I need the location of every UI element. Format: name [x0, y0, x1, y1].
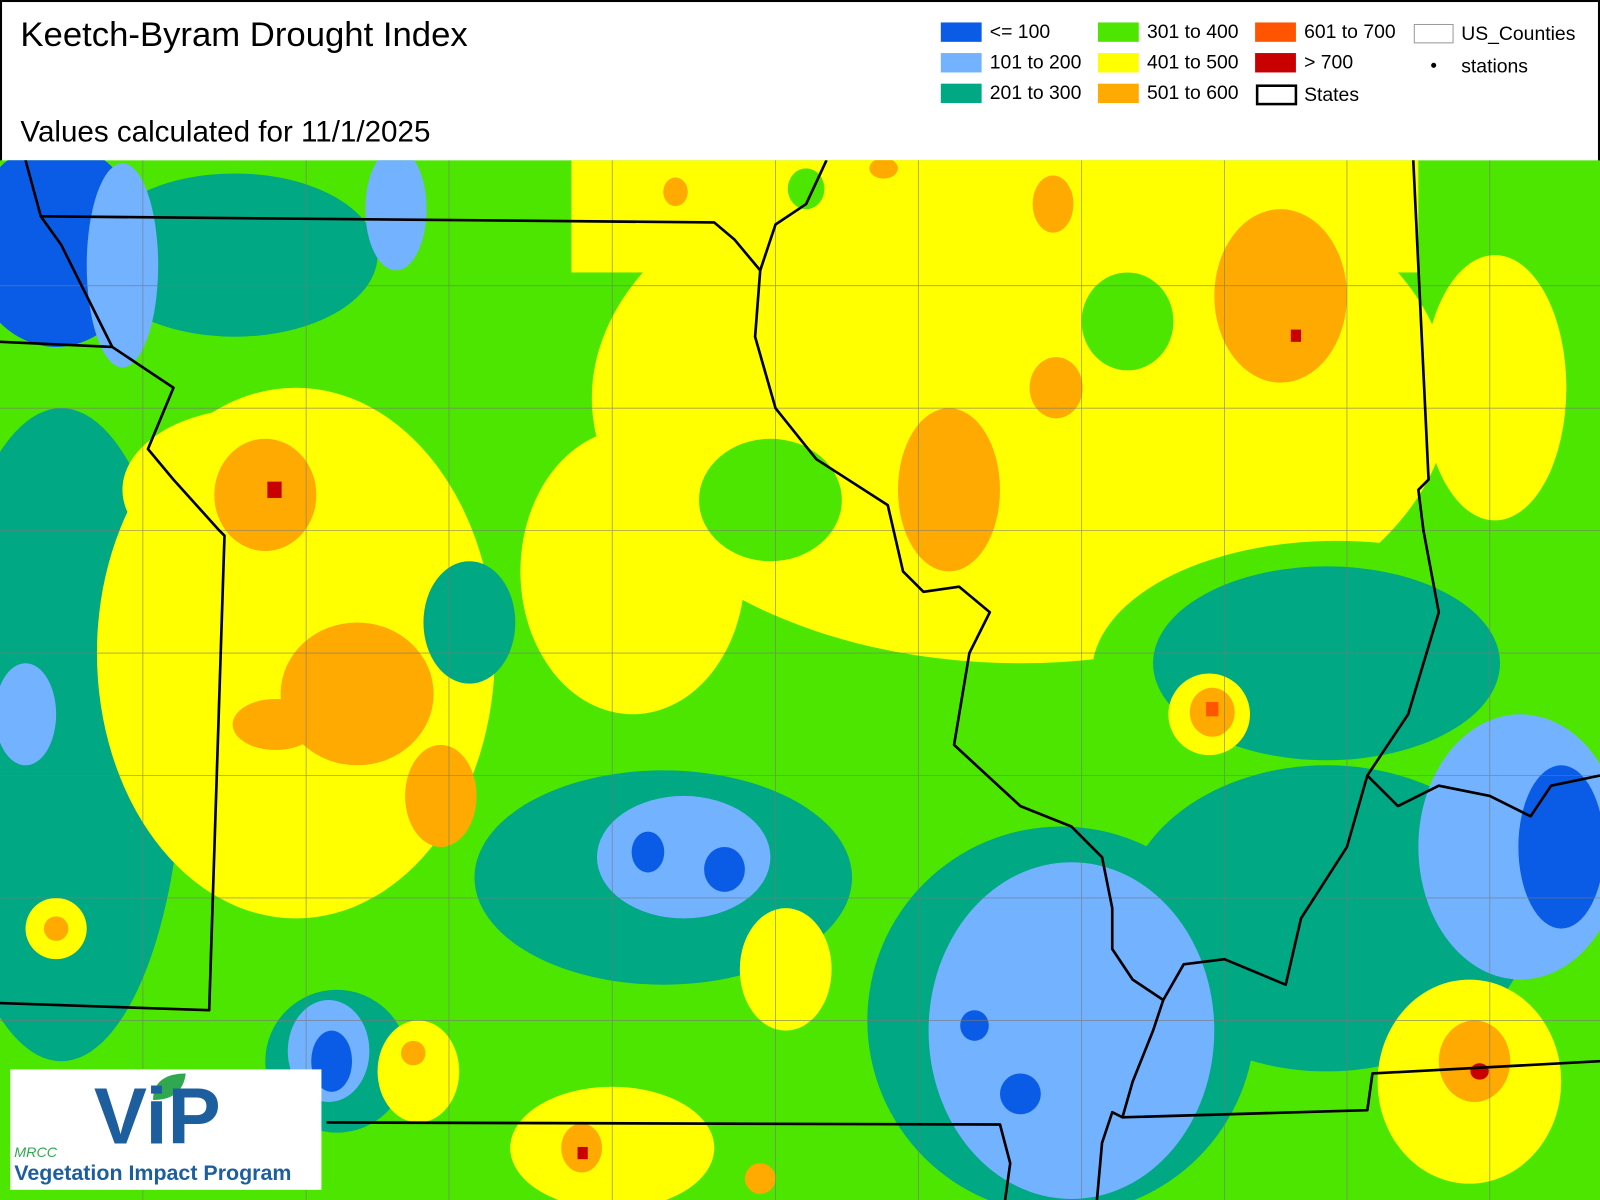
- legend-label: 101 to 200: [990, 51, 1082, 73]
- drought-zone: [663, 177, 688, 207]
- legend-label: 601 to 700: [1304, 21, 1396, 43]
- drought-zone: [739, 908, 832, 1031]
- drought-zone: [897, 408, 1000, 572]
- logo-leaf: [153, 1073, 186, 1100]
- legend-label: stations: [1461, 55, 1528, 77]
- drought-zone: [280, 622, 434, 766]
- legend-label: 301 to 400: [1147, 21, 1239, 43]
- drought-zone: [596, 795, 771, 919]
- drought-zone: [1290, 329, 1302, 342]
- legend-label: 201 to 300: [990, 82, 1082, 104]
- legend-label: 401 to 500: [1147, 51, 1239, 73]
- legend-swatch: [1413, 23, 1454, 44]
- state-boundaries: [0, 160, 1600, 1200]
- drought-zone: [1081, 272, 1174, 371]
- drought-zone: [377, 1020, 460, 1123]
- logo-tagline: Vegetation Impact Program: [14, 1161, 291, 1185]
- drought-zone: [401, 1040, 426, 1066]
- drought-zone: [577, 1146, 588, 1160]
- drought-zone: [86, 163, 159, 368]
- drought-zone: [214, 438, 317, 552]
- county-lines: [0, 160, 1600, 1200]
- drought-zone: [1470, 1063, 1489, 1080]
- drought-zone: [1029, 357, 1083, 419]
- legend: <= 100 101 to 200 201 to 300 301 to 400 …: [940, 21, 1575, 106]
- drought-zone: [232, 698, 319, 750]
- legend-swatch: [1255, 22, 1296, 42]
- legend-swatch: [1431, 62, 1437, 68]
- legend-label: > 700: [1304, 51, 1353, 73]
- drought-field: [0, 160, 1600, 1200]
- drought-zone: [0, 663, 57, 766]
- legend-swatch: [1097, 22, 1139, 42]
- legend-label: 501 to 600: [1147, 82, 1239, 104]
- drought-zone: [1214, 209, 1347, 383]
- legend-swatch: [1097, 83, 1139, 104]
- drought-zone: [869, 160, 898, 179]
- subtitle: Values calculated for 11/1/2025: [20, 115, 430, 148]
- drought-zone: [520, 428, 745, 715]
- drought-zone: [1032, 175, 1074, 233]
- drought-zone: [744, 1163, 776, 1194]
- drought-zone: [43, 916, 69, 941]
- drought-zone: [960, 1010, 989, 1041]
- legend-label: States: [1304, 84, 1359, 106]
- drought-zone: [1206, 702, 1219, 717]
- drought-zone: [928, 862, 1215, 1199]
- legend-label: US_Counties: [1461, 23, 1575, 45]
- legend-label: <= 100: [990, 21, 1051, 43]
- legend-swatch: [940, 53, 982, 73]
- drought-zone: [405, 744, 477, 847]
- drought-zone: [423, 561, 516, 684]
- drought-zone: [1423, 255, 1567, 521]
- drought-zone: [704, 846, 745, 892]
- logo: ViP MRCC Vegetation Impact Program: [10, 1069, 322, 1190]
- drought-zone: [787, 168, 825, 210]
- legend-swatch: [1097, 53, 1139, 73]
- drought-zone: [267, 481, 282, 498]
- drought-zone: [1000, 1073, 1041, 1115]
- logo-brand: MRCC: [14, 1145, 57, 1161]
- drought-zone: [365, 160, 427, 271]
- drought-zone: [631, 831, 665, 873]
- drought-zone: [698, 438, 842, 562]
- legend-swatch: [1255, 53, 1296, 73]
- title: Keetch-Byram Drought Index: [20, 16, 467, 54]
- map: [0, 160, 1600, 1200]
- drought-zone: [1438, 1020, 1511, 1103]
- legend-swatch: [1255, 84, 1298, 106]
- logo-name: ViP: [94, 1071, 221, 1160]
- legend-swatch: [940, 22, 982, 42]
- legend-swatch: [940, 83, 982, 104]
